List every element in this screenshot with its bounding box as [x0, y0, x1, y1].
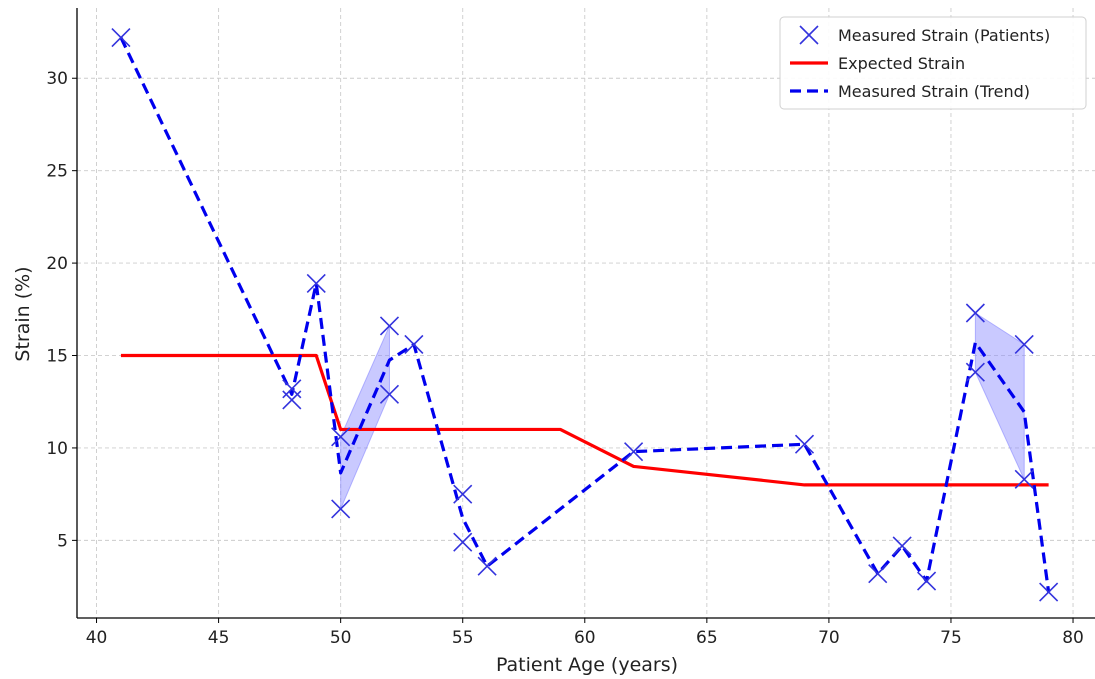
- x-tick-label-40: 40: [86, 628, 108, 648]
- data-point-8: [379, 384, 400, 404]
- x-tick-label-60: 60: [574, 628, 596, 648]
- legend-box: [779, 16, 1087, 110]
- data-point-22: [1039, 582, 1059, 602]
- data-point-11-stroke-b: [453, 532, 473, 552]
- variability-bands: [340, 312, 1025, 510]
- y-tick-label-5: 5: [57, 531, 68, 551]
- data-point-10: [453, 484, 473, 504]
- data-point-10-stroke-b: [453, 484, 473, 504]
- x-tick-label-70: 70: [818, 628, 840, 648]
- data-point-5: [331, 427, 351, 447]
- y-tick-label-25: 25: [46, 162, 68, 182]
- y-axis-title: Strain (%): [12, 266, 34, 361]
- data-point-14-stroke-b: [794, 434, 815, 454]
- data-point-1: [111, 28, 131, 48]
- data-point-6-stroke-b: [331, 499, 351, 519]
- data-point-9: [404, 334, 424, 354]
- series-line-measured-strain-trend: [119, 36, 1051, 593]
- data-point-9-stroke-b: [404, 334, 424, 354]
- x-axis-title: Patient Age (years): [496, 654, 678, 676]
- data-point-19: [965, 362, 985, 382]
- x-tick-label-80: 80: [1062, 628, 1084, 648]
- x-tick-label-65: 65: [696, 628, 718, 648]
- x-tick-label-75: 75: [940, 628, 962, 648]
- data-point-1-stroke-b: [111, 28, 131, 48]
- legend-swatch-measured-strain-patients: [799, 25, 819, 45]
- data-point-8-stroke-b: [379, 384, 400, 404]
- data-point-7-stroke-b: [379, 316, 400, 336]
- scatter-markers: [111, 28, 1059, 602]
- data-point-20-stroke-b: [1014, 334, 1034, 354]
- data-point-4: [306, 273, 326, 293]
- x-tick-label-50: 50: [330, 628, 352, 648]
- data-point-18-stroke-b: [965, 303, 985, 323]
- legend-swatch-measured-strain-patients-stroke-b: [799, 25, 819, 45]
- y-tick-label-15: 15: [46, 347, 68, 367]
- data-point-5-stroke-b: [331, 427, 351, 447]
- series-lines: [119, 36, 1051, 593]
- data-point-18: [965, 303, 985, 323]
- data-point-3-stroke-b: [282, 379, 302, 399]
- axes: [72, 8, 1095, 623]
- data-point-3: [282, 379, 302, 399]
- y-tick-label-10: 10: [46, 439, 68, 459]
- data-point-7: [379, 316, 400, 336]
- data-point-21-stroke-b: [1014, 469, 1034, 489]
- data-point-22-stroke-b: [1039, 582, 1059, 602]
- y-tick-label-30: 30: [46, 69, 68, 89]
- x-tick-label-55: 55: [452, 628, 474, 648]
- data-point-11: [453, 532, 473, 552]
- x-tick-label-45: 45: [208, 628, 230, 648]
- legend-label-measured-strain-trend: Measured Strain (Trend): [838, 82, 1030, 101]
- data-point-20: [1014, 334, 1034, 354]
- data-point-16-stroke-b: [892, 536, 912, 556]
- legend-label-measured-strain-patients: Measured Strain (Patients): [838, 26, 1050, 45]
- series-line-expected-strain: [120, 353, 1049, 487]
- tick-labels: 40 45 50 55 60 65 70 75 80 5 10 15 20 25 30: [46, 69, 1083, 648]
- data-point-16: [892, 536, 912, 556]
- data-point-19-stroke-b: [965, 362, 985, 382]
- data-point-17: [916, 571, 937, 591]
- data-point-17-stroke-b: [916, 571, 937, 591]
- legend: Measured Strain (Patients) Expected Strai…: [779, 16, 1087, 110]
- y-tick-label-20: 20: [46, 254, 68, 274]
- data-point-15: [868, 564, 888, 584]
- data-point-15-stroke-b: [868, 564, 888, 584]
- data-point-12-stroke-b: [477, 556, 497, 576]
- data-point-4-stroke-b: [306, 273, 326, 293]
- data-point-13-stroke-b: [624, 442, 644, 462]
- data-point-6: [331, 499, 351, 519]
- legend-label-expected-strain: Expected Strain: [838, 54, 965, 73]
- data-point-13: [624, 442, 644, 462]
- data-point-12: [477, 556, 497, 576]
- data-point-14: [794, 434, 815, 454]
- data-point-21: [1014, 469, 1034, 489]
- variability-band-1: [340, 325, 390, 510]
